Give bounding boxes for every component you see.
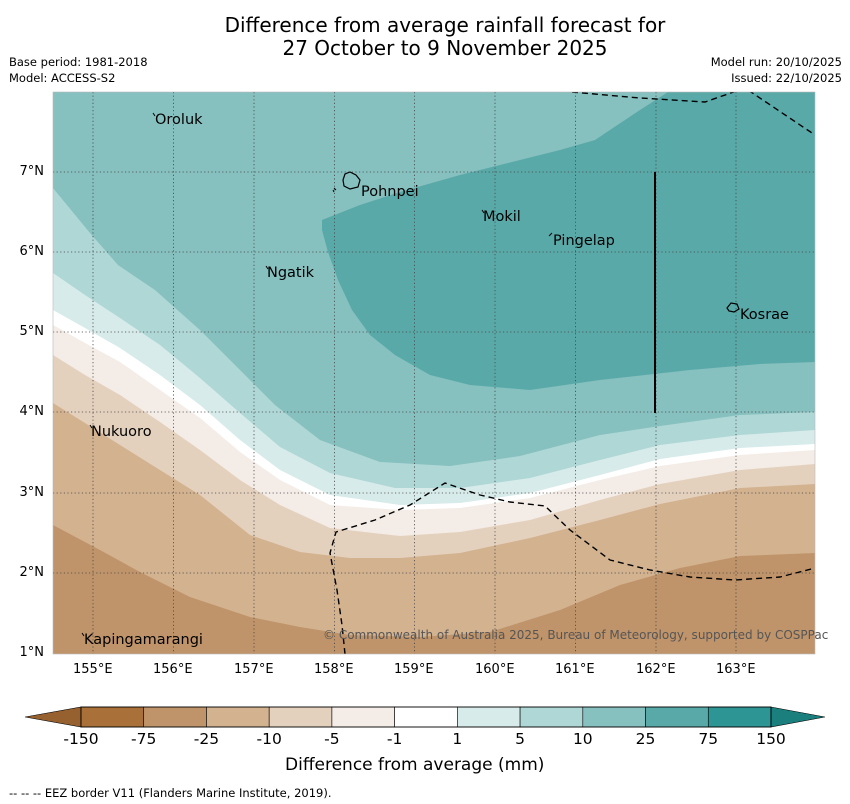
colorbar-segment-3 xyxy=(268,706,333,728)
islet-marker xyxy=(332,187,337,193)
lat-label-7n: 7°N xyxy=(19,164,45,179)
title-line-1: Difference from average rainfall forecas… xyxy=(224,13,666,37)
colorbar-under-arrow xyxy=(24,706,82,728)
lon-label-156e: 156°E xyxy=(153,662,193,677)
lon-label-157e: 157°E xyxy=(234,662,274,677)
band-minus75-minus25 xyxy=(53,525,815,654)
colorbar-over-arrow xyxy=(770,706,826,728)
colorbar-label-1: -75 xyxy=(131,730,157,748)
colorbar-label-6: 1 xyxy=(452,730,463,748)
eez-footnote: -- -- -- EEZ border V11 (Flanders Marine… xyxy=(9,786,332,800)
lon-label-161e: 161°E xyxy=(555,662,595,677)
lat-label-1n: 1°N xyxy=(19,645,45,660)
eez-border xyxy=(329,92,815,654)
place-label-kapingamarangi: Kapingamarangi xyxy=(84,632,203,648)
colorbar-segment-6 xyxy=(457,706,521,728)
lon-label-162e: 162°E xyxy=(636,662,676,677)
title-line-2: 27 October to 9 November 2025 xyxy=(282,36,608,60)
colorbar-label-0: -150 xyxy=(63,730,99,748)
lon-label-160e: 160°E xyxy=(475,662,515,677)
colorbar-segment-0 xyxy=(80,706,145,728)
issued-date-text: Issued: 22/10/2025 xyxy=(731,71,842,85)
band-25-75 xyxy=(322,92,815,390)
model-info-right: Model run: 20/10/2025 Issued: 22/10/2025 xyxy=(711,54,842,86)
model-name-text: Model: ACCESS-S2 xyxy=(9,71,116,85)
colorbar-title: Difference from average (mm) xyxy=(285,755,545,775)
colorbar-label-5: -1 xyxy=(386,730,403,748)
colorbar-segment-2 xyxy=(206,706,270,728)
place-label-pohnpei: Pohnpei xyxy=(361,184,419,200)
lat-label-5n: 5°N xyxy=(19,324,45,339)
place-label-ngatik: Ngatik xyxy=(267,265,315,281)
model-info-left: Base period: 1981-2018 Model: ACCESS-S2 xyxy=(9,54,148,86)
lat-label-6n: 6°N xyxy=(19,244,45,259)
lat-label-2n: 2°N xyxy=(19,565,45,580)
rainfall-bands xyxy=(53,92,815,654)
colorbar-label-11: 150 xyxy=(756,730,786,748)
base-period-text: Base period: 1981-2018 xyxy=(9,55,148,69)
lon-label-163e: 163°E xyxy=(716,662,756,677)
colorbar-label-8: 10 xyxy=(572,730,593,748)
colorbar-label-10: 75 xyxy=(698,730,719,748)
lat-label-4n: 4°N xyxy=(19,404,45,419)
colorbar-segment-1 xyxy=(143,706,207,728)
lat-label-3n: 3°N xyxy=(19,485,45,500)
colorbar-segment-4 xyxy=(331,706,395,728)
colorbar-label-9: 25 xyxy=(635,730,656,748)
colorbar-segment-10 xyxy=(707,706,772,728)
colorbar-label-3: -10 xyxy=(256,730,282,748)
place-label-nukuoro: Nukuoro xyxy=(91,424,152,440)
colorbar-label-4: -5 xyxy=(324,730,340,748)
colorbar xyxy=(24,706,826,728)
kosrae-island-outline xyxy=(726,302,740,313)
colorbar-segment-9 xyxy=(645,706,709,728)
colorbar-label-2: -25 xyxy=(193,730,220,748)
map-frame xyxy=(52,91,816,655)
lon-label-159e: 159°E xyxy=(394,662,434,677)
island-markers xyxy=(81,112,553,637)
lon-label-155e: 155°E xyxy=(73,662,113,677)
colorbar-label-7: 5 xyxy=(515,730,526,748)
model-run-text: Model run: 20/10/2025 xyxy=(710,55,842,69)
colorbar-segment-7 xyxy=(519,706,584,728)
colorbar-segments xyxy=(80,706,772,728)
map-title: Difference from average rainfall forecas… xyxy=(0,14,850,60)
lon-label-158e: 158°E xyxy=(314,662,354,677)
colorbar-segment-5 xyxy=(394,706,458,728)
place-label-kosrae: Kosrae xyxy=(740,307,789,323)
colorbar-frame xyxy=(80,706,772,728)
copyright-notice: © Commonwealth of Australia 2025, Bureau… xyxy=(323,628,829,642)
colorbar-segment-8 xyxy=(582,706,646,728)
pohnpei-island-outline xyxy=(342,171,361,190)
place-label-pingelap: Pingelap xyxy=(553,233,615,249)
place-label-mokil: Mokil xyxy=(483,209,521,225)
place-label-oroluk: Oroluk xyxy=(155,112,203,128)
